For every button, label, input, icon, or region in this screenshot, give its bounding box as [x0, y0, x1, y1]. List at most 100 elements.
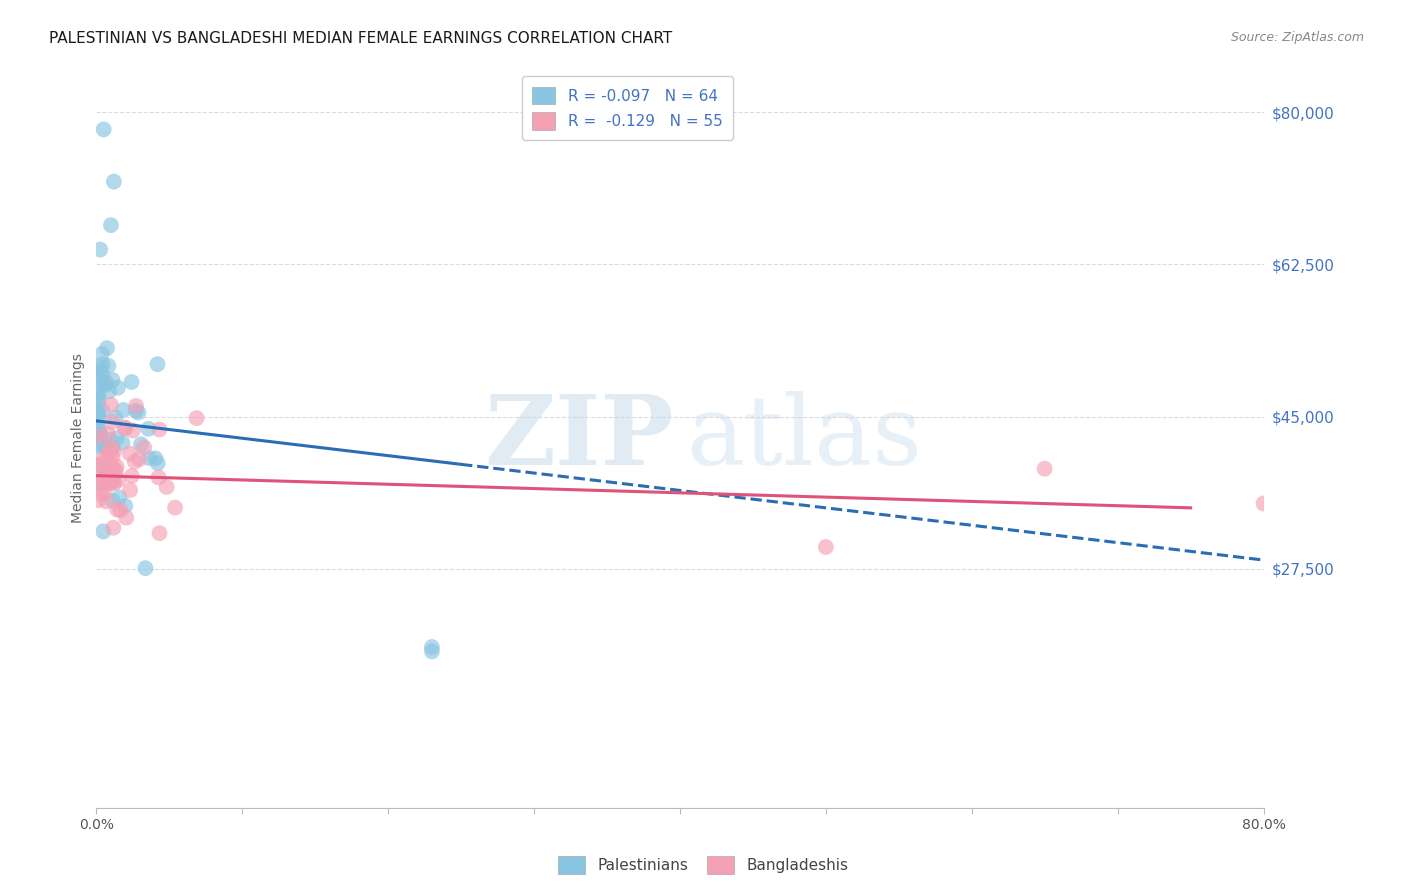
Point: [89, 440, 111, 454]
Point: [97, 446, 120, 460]
Point: [101, 415, 124, 429]
Text: ZIP: ZIP: [485, 392, 673, 485]
Point: [104, 410, 127, 425]
Point: [1253, 496, 1275, 510]
Point: [138, 450, 160, 465]
Legend: R = -0.097   N = 64, R =  -0.129   N = 55: R = -0.097 N = 64, R = -0.129 N = 55: [522, 76, 733, 140]
Point: [89, 427, 111, 442]
Point: [97, 446, 120, 460]
Y-axis label: Median Female Earnings: Median Female Earnings: [72, 353, 86, 524]
Point: [89, 364, 111, 378]
Point: [93, 378, 115, 392]
Point: [114, 499, 136, 513]
Point: [93, 122, 115, 136]
Point: [91, 368, 114, 382]
Point: [101, 475, 124, 490]
Point: [94, 468, 117, 483]
Point: [90, 347, 112, 361]
Point: [91, 475, 114, 490]
Point: [165, 500, 187, 515]
Point: [91, 357, 114, 371]
Point: [94, 477, 117, 491]
Point: [101, 450, 124, 464]
Point: [87, 388, 110, 402]
Point: [145, 451, 167, 466]
Point: [120, 483, 142, 497]
Point: [96, 376, 118, 390]
Point: [112, 403, 135, 417]
Point: [87, 454, 110, 468]
Point: [125, 399, 148, 413]
Point: [127, 405, 149, 419]
Point: [93, 470, 115, 484]
Point: [100, 398, 122, 412]
Point: [97, 359, 120, 373]
Point: [105, 502, 128, 516]
Point: [156, 480, 179, 494]
Point: [103, 476, 125, 491]
Point: [101, 441, 124, 455]
Point: [87, 371, 110, 385]
Point: [89, 477, 111, 491]
Point: [115, 510, 138, 524]
Point: [134, 441, 156, 455]
Point: [91, 524, 114, 539]
Point: [98, 384, 121, 399]
Point: [111, 435, 134, 450]
Point: [104, 463, 127, 477]
Point: [94, 484, 117, 499]
Point: [87, 392, 110, 407]
Point: [105, 459, 128, 474]
Point: [134, 561, 156, 575]
Point: [91, 469, 114, 483]
Point: [128, 452, 150, 467]
Point: [96, 494, 118, 508]
Point: [105, 431, 128, 445]
Point: [100, 440, 122, 454]
Point: [129, 437, 152, 451]
Point: [97, 426, 120, 441]
Point: [148, 470, 170, 484]
Point: [103, 444, 125, 458]
Point: [87, 405, 110, 419]
Point: [104, 464, 127, 478]
Text: Source: ZipAtlas.com: Source: ZipAtlas.com: [1230, 31, 1364, 45]
Point: [103, 521, 125, 535]
Point: [100, 458, 122, 473]
Point: [108, 491, 131, 505]
Point: [97, 472, 120, 486]
Point: [420, 644, 443, 658]
Point: [101, 473, 124, 487]
Point: [101, 440, 124, 454]
Point: [101, 493, 124, 508]
Point: [114, 421, 136, 435]
Point: [121, 424, 143, 438]
Point: [420, 640, 443, 654]
Point: [98, 467, 121, 481]
Point: [90, 361, 112, 376]
Point: [100, 218, 122, 232]
Point: [186, 411, 208, 425]
Point: [89, 427, 111, 442]
Point: [89, 475, 111, 489]
Point: [98, 433, 121, 447]
Point: [107, 381, 129, 395]
Point: [96, 341, 118, 355]
Point: [110, 503, 132, 517]
Point: [87, 379, 110, 393]
Point: [87, 493, 110, 508]
Point: [87, 430, 110, 444]
Point: [118, 446, 141, 460]
Point: [146, 456, 169, 470]
Point: [89, 438, 111, 452]
Point: [89, 243, 111, 257]
Point: [103, 175, 125, 189]
Point: [121, 375, 143, 389]
Point: [87, 422, 110, 436]
Point: [91, 456, 114, 470]
Point: [91, 403, 114, 417]
Point: [125, 403, 148, 417]
Point: [101, 466, 124, 480]
Point: [87, 429, 110, 443]
Point: [97, 469, 120, 483]
